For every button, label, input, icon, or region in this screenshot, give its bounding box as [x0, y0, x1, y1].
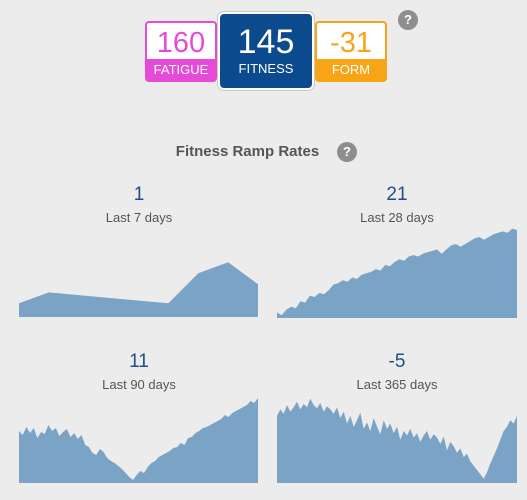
fatigue-value: 160: [156, 27, 206, 59]
ramp-value: -5: [388, 351, 406, 372]
ramp-panel-28-days[interactable]: 21 Last 28 days: [277, 184, 517, 318]
ramp-area-chart: [277, 398, 517, 483]
ramp-value: 21: [386, 184, 408, 205]
form-label: FORM: [317, 59, 385, 80]
ramp-area-chart: [19, 262, 258, 317]
fitness-label: FITNESS: [238, 61, 294, 76]
ramp-help-icon[interactable]: ?: [337, 142, 357, 162]
ramp-area: [19, 398, 258, 483]
fatigue-label: FATIGUE: [147, 59, 215, 80]
ramp-panel-7-days[interactable]: 1 Last 7 days: [19, 184, 259, 317]
ramp-period-label: Last 28 days: [360, 210, 434, 225]
fatigue-badge[interactable]: 160 FATIGUE: [145, 21, 217, 82]
ramp-period-label: Last 365 days: [356, 377, 438, 392]
ramp-period-label: Last 90 days: [102, 377, 176, 392]
ramp-area-chart: [277, 228, 517, 318]
ramp-value: 11: [129, 351, 149, 372]
form-badge[interactable]: -31 FORM: [315, 21, 387, 82]
ramp-panel-365-days[interactable]: -5 Last 365 days: [277, 351, 517, 483]
ramp-area: [277, 228, 517, 318]
form-value: -31: [330, 27, 372, 59]
ramp-value: 1: [133, 184, 145, 205]
ramp-period-label: Last 7 days: [105, 210, 173, 225]
fitness-value: 145: [237, 23, 295, 61]
ramp-area: [19, 262, 258, 317]
ramp-rates-title: Fitness Ramp Rates: [0, 143, 527, 160]
help-icon[interactable]: ?: [398, 10, 418, 30]
fitness-badge[interactable]: 145 FITNESS: [218, 12, 314, 90]
ramp-panel-90-days[interactable]: 11 Last 90 days: [19, 351, 259, 483]
ramp-rates-title-text: Fitness Ramp Rates: [175, 143, 320, 160]
ramp-area: [277, 398, 517, 483]
ramp-area-chart: [19, 398, 258, 483]
